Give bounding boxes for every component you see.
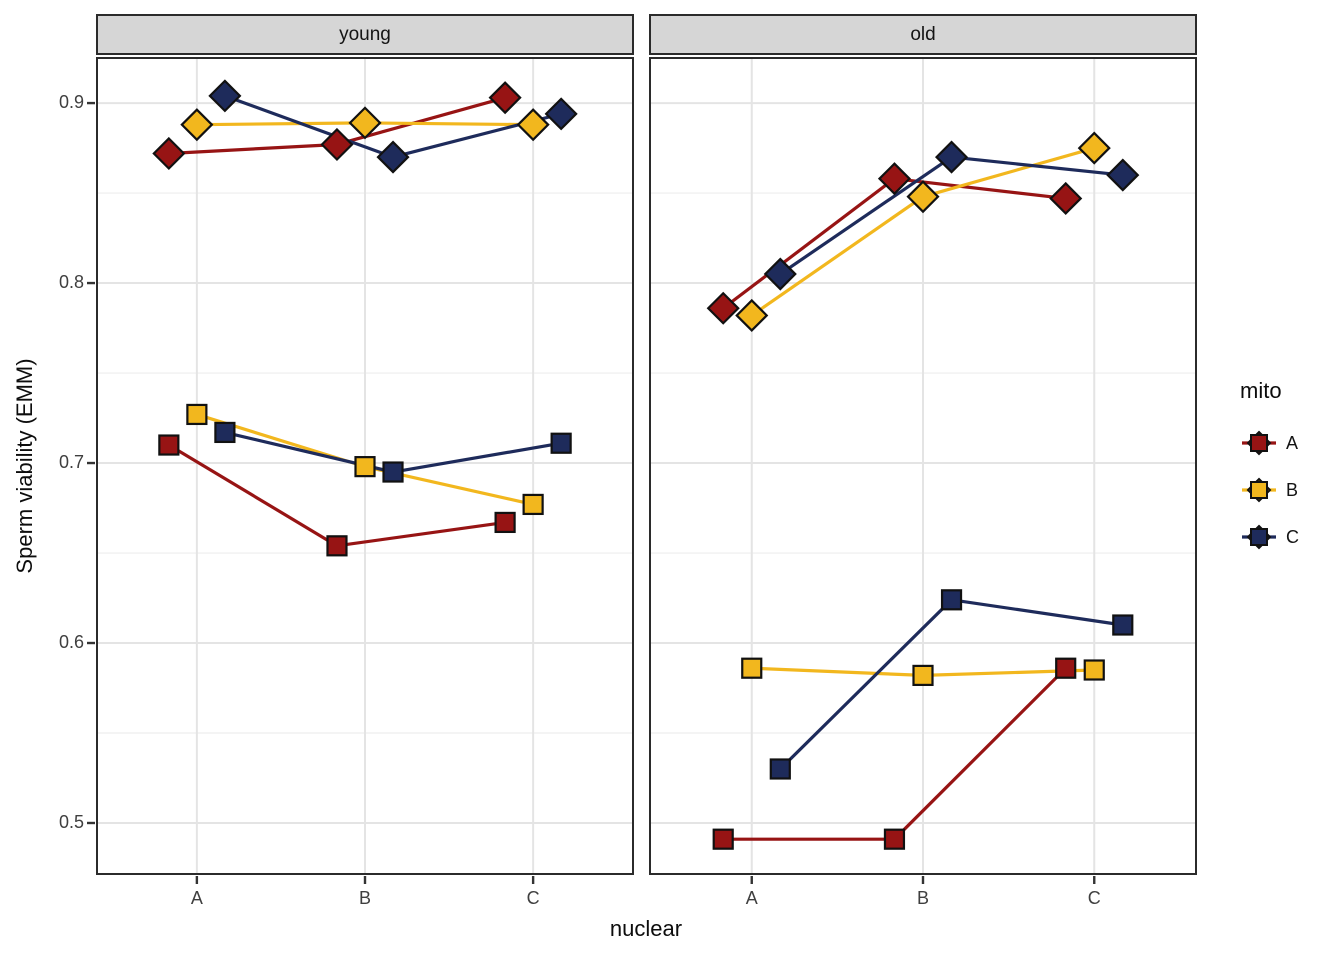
legend-entry-b: B [1240,471,1298,509]
x-tick-label: C [526,888,540,908]
x-tick-label: A [745,888,758,908]
point-old-A-mito-A-diamond [706,291,740,325]
point-young-A-mito-C-square [214,421,236,444]
point-young-C-mito-C-diamond [544,97,578,131]
point-old-C-mito-B-diamond [1077,131,1111,165]
point-young-B-mito-C-diamond [376,140,410,174]
point-old-B-mito-B-diamond [906,180,940,214]
legend-entry-c: C [1240,518,1299,556]
point-young-C-mito-A-square [494,511,516,534]
series-line-young-mito-A-square [336,520,506,548]
point-old-C-mito-A-square [1055,657,1077,679]
point-young-B-mito-A-square [326,535,348,557]
point-young-B-mito-A-diamond [320,127,354,162]
series-line-old-mito-B-diamond [922,146,1095,199]
point-old-C-mito-C-diamond [1106,158,1140,192]
point-old-B-mito-A-square [883,828,906,850]
series-line-young-mito-B-diamond [196,121,366,127]
y-tick-label: 0.9 [58,92,84,113]
legend-title: mito [1240,378,1282,403]
legend-entry-label: A [1286,432,1299,453]
legend-entry-label: C [1286,526,1299,547]
x-axis-title: nuclear [609,916,683,941]
point-old-A-mito-C-diamond [763,257,797,291]
point-old-C-mito-C-square [1112,614,1134,636]
series-line-old-mito-A-square [893,667,1067,841]
series-line-young-mito-C-diamond [224,94,394,159]
point-old-B-mito-C-diamond [934,140,969,174]
point-old-A-mito-B-square [741,657,763,679]
point-old-A-mito-B-diamond [735,298,769,333]
point-old-B-mito-B-square [912,664,934,687]
point-young-C-mito-B-diamond [516,108,550,142]
series-line-old-mito-C-diamond [951,155,1123,177]
series-line-old-mito-C-diamond [779,155,953,276]
point-old-C-mito-B-square [1083,659,1105,681]
series-line-old-mito-B-square [751,666,924,678]
point-young-A-mito-C-diamond [208,79,242,113]
point-old-A-mito-C-square [769,758,791,780]
series-line-young-mito-A-diamond [168,142,338,156]
facet-strip-label: young [339,23,391,45]
series-line-old-mito-A-diamond [722,177,896,310]
point-old-C-mito-A-diamond [1049,181,1083,216]
series-line-young-mito-B-diamond [364,121,534,127]
x-tick-label: B [916,888,929,908]
point-young-A-mito-B-square [186,403,208,426]
point-young-B-mito-B-diamond [348,106,382,140]
x-tick-label: B [358,888,371,908]
y-tick-label: 0.7 [58,452,84,473]
point-young-A-mito-A-square [158,434,180,456]
point-old-A-mito-A-square [712,828,734,850]
series-line-old-mito-C-square [779,598,953,771]
facet-strip-old: old [649,14,1197,55]
point-young-C-mito-C-square [550,432,572,454]
point-young-A-mito-A-diamond [152,136,186,171]
legend-entry-a: A [1240,424,1298,462]
legend-key-icon [1242,524,1276,550]
x-tick-label: C [1087,888,1101,908]
point-young-C-mito-B-square [522,493,544,516]
series-line-old-mito-C-square [951,598,1124,627]
point-old-B-mito-A-diamond [877,162,912,196]
legend-entry-label: B [1286,479,1299,500]
point-young-B-mito-C-square [382,461,404,483]
series-line-young-mito-C-square [392,441,562,474]
point-young-B-mito-B-square [354,456,376,478]
series-line-young-mito-A-square [168,443,338,548]
point-young-C-mito-A-diamond [488,81,522,115]
facet-strip-young: young [96,14,634,55]
y-tick-label: 0.6 [58,632,84,652]
facet-strip-label: old [910,23,936,45]
point-old-B-mito-C-square [940,589,963,611]
legend-key-icon [1242,477,1276,503]
point-young-A-mito-B-diamond [180,108,214,142]
y-tick-label: 0.5 [58,811,84,832]
series-line-old-mito-B-diamond [750,195,924,317]
y-tick-label: 0.8 [58,272,84,293]
x-tick-label: A [190,888,203,908]
legend-key-icon [1242,430,1276,456]
